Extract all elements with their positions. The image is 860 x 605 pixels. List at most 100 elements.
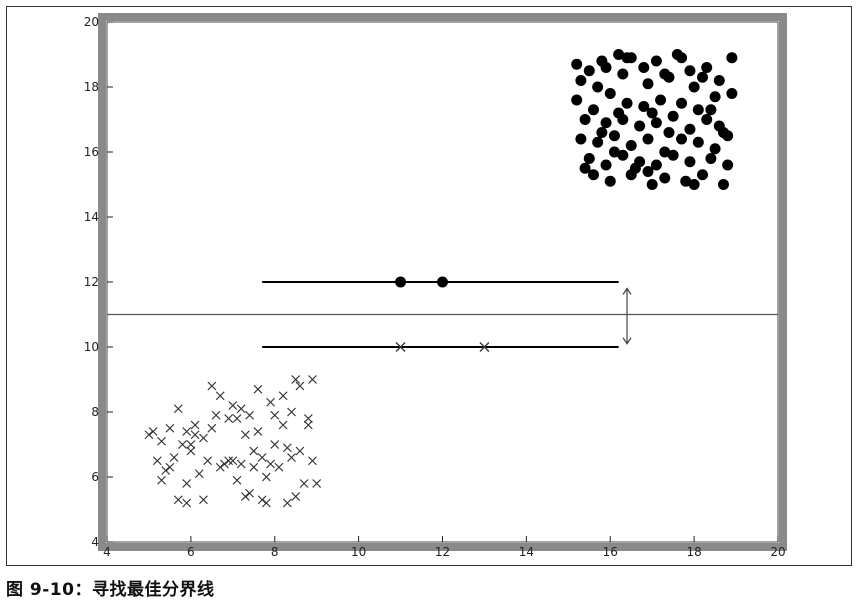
x-tick-label: 8 xyxy=(271,545,279,559)
data-point-circle xyxy=(659,68,671,80)
data-point-circle xyxy=(608,146,620,158)
data-point-x xyxy=(224,456,234,466)
data-point-x xyxy=(261,472,271,482)
data-point-x xyxy=(303,414,313,423)
data-point-x xyxy=(308,456,317,466)
data-point-circle xyxy=(713,120,725,132)
data-point-x xyxy=(232,475,242,485)
data-point-x xyxy=(232,414,242,423)
data-point-circle xyxy=(642,78,654,90)
y-tick-label: 14 xyxy=(84,210,99,224)
data-point-x xyxy=(190,420,200,430)
data-point-x xyxy=(282,443,292,453)
data-point-x xyxy=(199,433,208,443)
data-point-circle xyxy=(667,110,679,122)
data-point-x xyxy=(161,466,171,475)
data-point-x xyxy=(236,459,246,469)
data-point-circle xyxy=(587,104,599,116)
plot-area xyxy=(106,21,779,543)
data-point-circle xyxy=(650,55,662,67)
data-point-circle xyxy=(638,62,650,73)
data-point-x xyxy=(224,414,234,423)
data-point-x xyxy=(199,495,208,505)
data-point-x xyxy=(266,459,275,469)
y-tick-label: 20 xyxy=(84,15,99,29)
data-point-circle xyxy=(676,52,688,64)
data-point-circle xyxy=(705,104,717,116)
x-tick-label: 14 xyxy=(519,545,534,559)
data-point-x xyxy=(291,492,301,501)
data-point-x xyxy=(253,427,263,436)
data-point-circle xyxy=(722,130,734,142)
data-point-circle xyxy=(579,114,591,125)
data-point-x xyxy=(257,495,267,505)
data-point-x xyxy=(282,498,292,508)
y-tick-label: 12 xyxy=(84,275,99,289)
data-point-x xyxy=(299,479,309,488)
data-point-circle xyxy=(583,65,595,77)
data-point-x xyxy=(215,391,225,401)
data-point-circle xyxy=(663,127,675,138)
data-point-x xyxy=(215,462,225,472)
data-point-circle xyxy=(587,169,599,181)
data-point-circle xyxy=(613,107,625,119)
data-point-circle xyxy=(646,107,658,119)
figure-caption: 图 9-10：寻找最佳分界线 xyxy=(6,580,215,600)
data-point-circle xyxy=(709,91,721,103)
data-point-x xyxy=(257,453,267,462)
y-tick-label: 8 xyxy=(91,405,99,419)
data-point-circle xyxy=(592,81,604,93)
data-point-x xyxy=(182,427,192,436)
data-point-x xyxy=(270,440,280,449)
margin-arrow-head-bottom xyxy=(622,337,632,345)
y-tick-label: 6 xyxy=(91,470,99,484)
data-point-circle xyxy=(717,179,729,190)
margin-arrow-head-top xyxy=(622,287,632,295)
data-point-x xyxy=(249,462,259,472)
data-point-x xyxy=(173,495,183,505)
data-point-circle xyxy=(625,140,637,151)
x-tick-label: 18 xyxy=(686,545,701,559)
y-tick-label: 18 xyxy=(84,80,99,94)
data-point-circle xyxy=(596,127,608,138)
data-point-x xyxy=(240,492,250,501)
data-point-x xyxy=(245,410,255,420)
data-point-circle xyxy=(600,117,612,129)
data-point-circle xyxy=(579,162,591,174)
data-point-circle xyxy=(638,101,650,112)
data-point-x xyxy=(266,397,275,407)
data-point-circle xyxy=(676,133,688,145)
data-point-x xyxy=(203,456,213,466)
data-point-circle xyxy=(600,62,612,73)
data-point-circle xyxy=(608,130,620,142)
data-point-x xyxy=(287,407,296,417)
data-point-x xyxy=(152,456,162,466)
data-point-x xyxy=(253,384,263,394)
data-point-x xyxy=(169,453,179,462)
data-point-x xyxy=(312,479,322,488)
data-point-circle xyxy=(646,179,658,190)
data-point-x xyxy=(303,420,313,430)
data-point-circle xyxy=(684,65,696,77)
data-point-circle xyxy=(722,159,734,171)
data-point-circle xyxy=(571,94,583,106)
support-vector-circle xyxy=(437,276,448,288)
data-point-x xyxy=(287,453,296,462)
data-point-x xyxy=(178,440,187,449)
x-tick-label: 10 xyxy=(351,545,366,559)
y-tick-label: 16 xyxy=(84,145,99,159)
data-point-circle xyxy=(592,136,604,148)
scatter-chart: 4 6 8 10 12 14 16 18 20 4 6 8 10 12 14 16 18 20 xyxy=(84,13,787,559)
data-point-circle xyxy=(583,153,595,164)
data-point-x xyxy=(278,420,288,430)
data-point-x xyxy=(165,423,175,433)
data-point-circle xyxy=(680,175,692,187)
data-point-circle xyxy=(692,136,704,148)
data-point-x xyxy=(157,436,166,446)
data-point-circle xyxy=(688,81,700,93)
data-point-circle xyxy=(621,97,633,109)
data-point-circle xyxy=(726,88,738,99)
data-point-x xyxy=(182,498,192,508)
data-point-circle xyxy=(659,172,671,184)
y-tick-label: 10 xyxy=(84,340,99,354)
